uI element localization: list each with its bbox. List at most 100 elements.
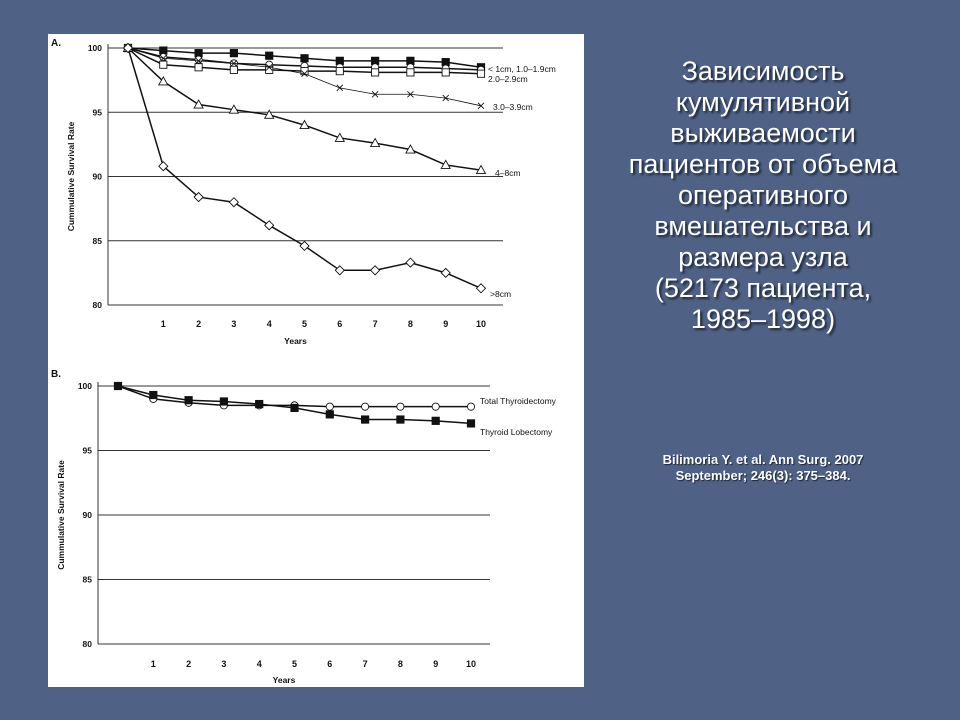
citation-line: September; 246(3): 375–384.: [675, 468, 851, 483]
data-point: [159, 52, 168, 62]
data-point: [228, 104, 240, 114]
y-tick-label: 90: [83, 510, 93, 520]
panel-label: A.: [51, 38, 61, 49]
series-label: 2.0–2.9cm: [488, 74, 528, 84]
data-point: [194, 55, 203, 64]
series: [113, 381, 476, 428]
data-point: [406, 68, 415, 77]
data-point: [300, 54, 309, 63]
y-axis-label: Cummulative Survival Rate: [66, 121, 76, 231]
data-point: [122, 42, 134, 54]
data-point: [407, 90, 414, 98]
data-point: [442, 94, 450, 102]
data-point: [149, 390, 158, 400]
data-point: [193, 191, 204, 203]
data-point: [431, 416, 440, 425]
data-point: [475, 164, 487, 175]
series-label: Thyroid Lobectomy: [480, 427, 553, 437]
data-point: [193, 99, 204, 109]
data-point: [369, 137, 381, 148]
data-point: [194, 63, 203, 72]
slide-title: Зависимость кумулятивной выживаемости па…: [598, 56, 928, 335]
data-point: [336, 84, 344, 92]
x-tick-label: 10: [466, 659, 476, 669]
data-point: [195, 57, 202, 65]
data-point: [219, 397, 229, 406]
title-line: оперативного: [677, 180, 849, 210]
series: [123, 43, 486, 72]
y-tick-label: 100: [78, 381, 92, 391]
x-tick-label: 2: [186, 659, 191, 669]
y-tick-label: 80: [93, 300, 103, 310]
data-point: [334, 132, 346, 142]
data-point: [335, 67, 344, 76]
x-tick-label: 6: [337, 319, 342, 329]
data-point: [361, 402, 370, 411]
x-axis-label: Years: [273, 675, 296, 685]
series-label: 4–8cm: [495, 168, 521, 178]
data-point: [476, 69, 486, 78]
data-point: [299, 240, 310, 252]
y-tick-label: 95: [93, 107, 103, 117]
data-point: [440, 267, 451, 279]
data-point: [159, 54, 167, 62]
data-point: [396, 402, 405, 411]
x-tick-label: 4: [267, 319, 272, 329]
x-tick-label: 8: [398, 659, 403, 669]
figure-panel: A. 80 85 90 95 100 Cummulative Survival Rate 1 2…: [48, 34, 584, 687]
x-tick-label: 5: [292, 659, 297, 669]
data-point: [228, 197, 240, 208]
x-tick-label: 1: [161, 319, 166, 329]
x-axis-label: Years: [284, 336, 307, 346]
x-tick-label: 1: [151, 659, 156, 669]
data-point: [371, 68, 380, 77]
x-tick-label: 3: [221, 659, 226, 669]
data-point: [290, 403, 299, 413]
data-point: [371, 90, 379, 98]
x-tick-label: 7: [363, 659, 368, 669]
x-tick-label: 3: [231, 319, 236, 329]
title-line: вмешательства и: [654, 211, 872, 241]
data-point: [265, 51, 274, 60]
data-point: [265, 63, 273, 71]
series: [123, 43, 486, 74]
x-tick-label: 2: [196, 319, 201, 329]
data-point: [440, 159, 451, 169]
title-line: Зависимость: [681, 56, 845, 86]
title-line: выживаемости: [670, 118, 856, 148]
data-point: [230, 60, 238, 67]
citation: Bilimoria Y. et al. Ann Surg. 2007 Septe…: [604, 452, 922, 484]
y-tick-label: 80: [83, 639, 93, 649]
panel-label: B.: [51, 369, 61, 380]
data-point: [113, 381, 123, 391]
data-point: [265, 65, 274, 74]
x-tick-label: 4: [257, 659, 262, 669]
y-tick-label: 85: [93, 236, 103, 246]
y-axis-label: Cummulative Survival Rate: [56, 460, 66, 570]
data-point: [301, 70, 308, 78]
y-tick-label: 95: [83, 446, 93, 456]
x-tick-label: 5: [302, 319, 307, 329]
x-tick-label: 8: [408, 319, 413, 329]
data-point: [431, 402, 440, 411]
series-label: < 1cm, 1.0–1.9cm: [488, 64, 556, 74]
data-point: [184, 396, 193, 405]
data-point: [466, 402, 476, 411]
x-tick-label: 10: [476, 319, 486, 329]
data-point: [255, 399, 264, 409]
data-point: [475, 283, 487, 294]
data-point: [300, 67, 309, 76]
y-tick-label: 100: [88, 43, 102, 53]
data-point: [158, 75, 169, 86]
data-point: [229, 49, 239, 58]
y-tick-label: 90: [93, 172, 103, 182]
data-point: [369, 265, 381, 276]
data-point: [334, 265, 345, 276]
data-point: [405, 144, 416, 154]
data-point: [299, 119, 310, 130]
x-tick-label: 9: [433, 659, 438, 669]
data-point: [441, 68, 450, 77]
data-point: [264, 220, 275, 231]
citation-line: Bilimoria Y. et al. Ann Surg. 2007: [662, 452, 864, 467]
